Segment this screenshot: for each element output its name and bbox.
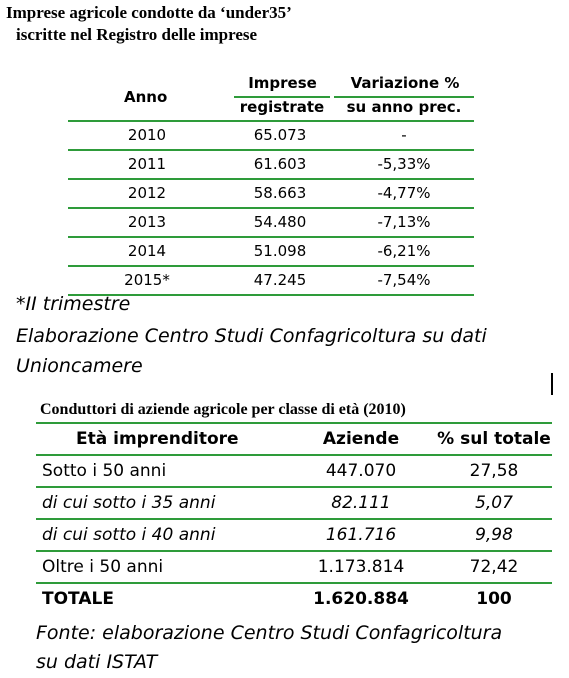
text-cursor	[551, 373, 553, 395]
table-row: di cui sotto i 40 anni 161.716 9,98	[36, 520, 552, 552]
table-row: 2014 51.098 -6,21%	[68, 238, 474, 267]
table1-footnote: *II trimestre	[16, 293, 131, 315]
cell-anno: 2012	[127, 184, 167, 202]
age-class-table-header: Età imprenditore Aziende % sul totale	[36, 424, 552, 456]
cell-imprese: 61.603	[253, 155, 307, 173]
cell-variazione: -6,21%	[377, 242, 431, 260]
header-variazione-sub: su anno prec.	[346, 98, 462, 116]
table-row: 2012 58.663 -4,77%	[68, 180, 474, 209]
header-divider	[334, 96, 474, 98]
cell-imprese: 65.073	[253, 126, 307, 144]
under35-table: Anno Imprese registrate Variazione % su …	[68, 66, 474, 296]
cell-imprese: 47.245	[253, 271, 307, 289]
cell-eta: Sotto i 50 anni	[42, 461, 167, 481]
table-total-row: TOTALE 1.620.884 100	[36, 584, 552, 614]
table2-title: Conduttori di aziende agricole per class…	[40, 401, 406, 418]
cell-anno: 2011	[127, 155, 167, 173]
cell-variazione: -4,77%	[377, 184, 431, 202]
cell-variazione: -7,54%	[377, 271, 431, 289]
cell-imprese: 58.663	[253, 184, 307, 202]
cell-variazione: -5,33%	[377, 155, 431, 173]
cell-percentuale: 72,42	[469, 557, 519, 577]
table-row: di cui sotto i 35 anni 82.111 5,07	[36, 488, 552, 520]
header-imprese-sub: registrate	[239, 98, 325, 116]
cell-anno: 2010	[127, 126, 167, 144]
cell-anno: 2013	[127, 213, 167, 231]
cell-anno: 2014	[127, 242, 167, 260]
under35-table-header: Anno Imprese registrate Variazione % su …	[68, 66, 474, 122]
table-row: Sotto i 50 anni 447.070 27,58	[36, 456, 552, 488]
table-row: 2015* 47.245 -7,54%	[68, 267, 474, 296]
table-row: 2011 61.603 -5,33%	[68, 151, 474, 180]
cell-variazione: -7,13%	[377, 213, 431, 231]
table1-source: Elaborazione Centro Studi Confagricoltur…	[16, 325, 487, 347]
cell-total-label: TOTALE	[42, 589, 114, 609]
cell-percentuale: 5,07	[475, 493, 513, 513]
header-variazione: Variazione %	[350, 74, 460, 92]
table2-source: Fonte: elaborazione Centro Studi Confagr…	[36, 622, 503, 644]
cell-percentuale: 9,98	[475, 525, 513, 545]
cell-aziende: 161.716	[325, 525, 397, 545]
cell-total-percentuale: 100	[476, 589, 512, 609]
header-percentuale: % sul totale	[437, 429, 551, 449]
header-rule	[68, 120, 474, 122]
cell-aziende: 1.173.814	[317, 557, 405, 577]
header-divider	[234, 96, 330, 98]
header-eta: Età imprenditore	[76, 429, 239, 449]
table-row: 2013 54.480 -7,13%	[68, 209, 474, 238]
cell-eta: Oltre i 50 anni	[42, 557, 164, 577]
cell-eta: di cui sotto i 40 anni	[42, 525, 216, 545]
table1-subtitle: iscritte nel Registro delle imprese	[16, 25, 258, 44]
header-imprese: Imprese	[248, 74, 317, 92]
header-aziende: Aziende	[322, 429, 400, 449]
cell-variazione: -	[401, 126, 407, 144]
cell-aziende: 82.111	[331, 493, 391, 513]
cell-aziende: 447.070	[325, 461, 397, 481]
table2-source-cont: su dati ISTAT	[36, 651, 158, 673]
cell-imprese: 51.098	[253, 242, 307, 260]
header-anno: Anno	[124, 88, 168, 106]
cell-imprese: 54.480	[253, 213, 307, 231]
cell-percentuale: 27,58	[469, 461, 519, 481]
table1-source-cont: Unioncamere	[16, 355, 143, 377]
cell-eta: di cui sotto i 35 anni	[42, 493, 216, 513]
cell-total-aziende: 1.620.884	[313, 589, 409, 609]
table-row: Oltre i 50 anni 1.173.814 72,42	[36, 552, 552, 584]
age-class-table: Età imprenditore Aziende % sul totale So…	[36, 422, 552, 614]
table1-title: Imprese agricole condotte da ‘under35’	[6, 3, 292, 22]
cell-anno: 2015*	[124, 271, 170, 289]
table-row: 2010 65.073 -	[68, 122, 474, 151]
